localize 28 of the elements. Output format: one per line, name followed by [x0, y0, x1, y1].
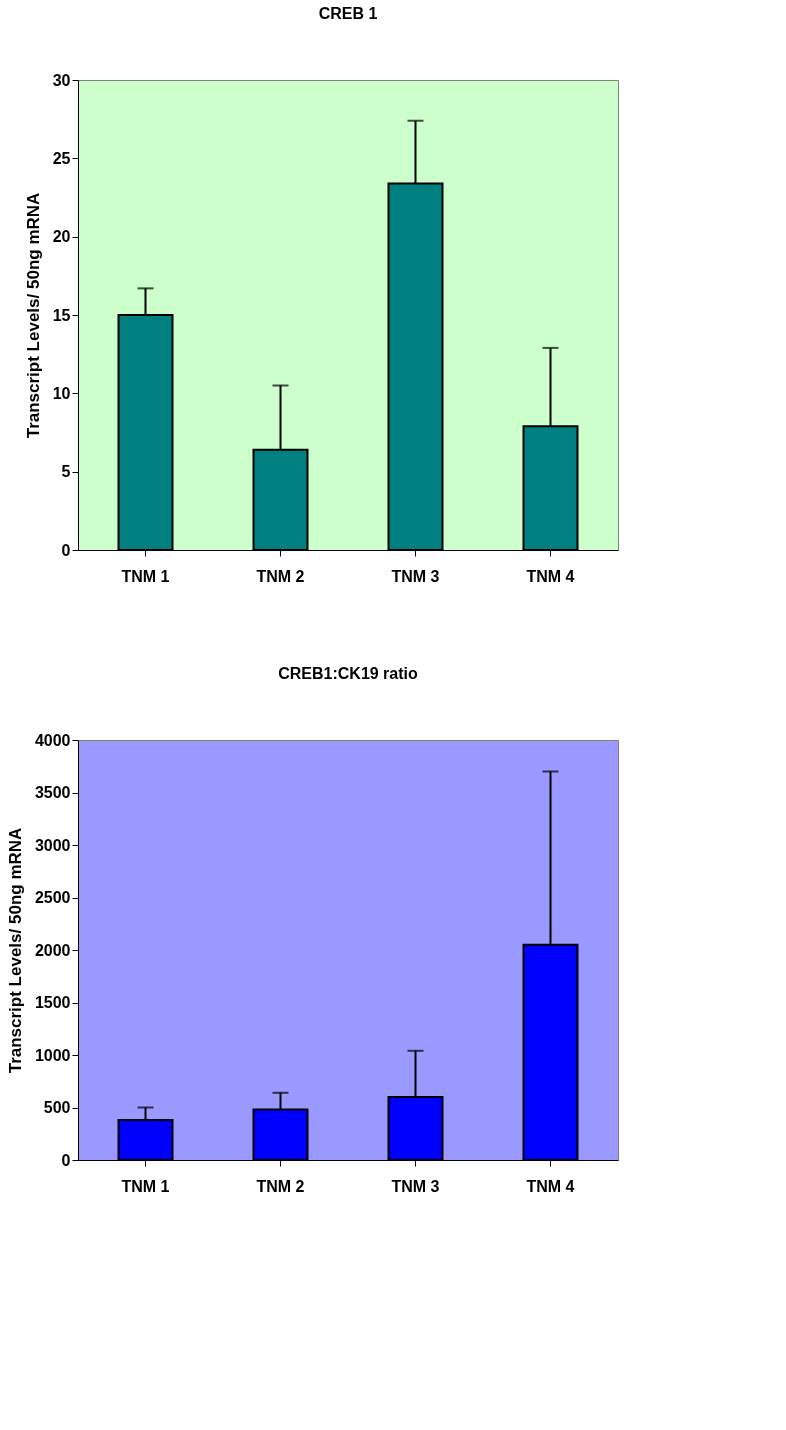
y-axis-title: Transcript Levels/ 50ng mRNA	[23, 192, 43, 439]
x-tick-label: TNM 4	[526, 567, 575, 585]
x-tick-label: TNM 3	[391, 567, 440, 585]
y-tick-label: 10	[52, 384, 71, 402]
y-tick-label: 20	[52, 228, 71, 246]
x-tick-label: TNM 4	[526, 1177, 575, 1195]
y-tick-label: 4000	[34, 731, 71, 749]
x-tick-label: TNM 3	[391, 1177, 440, 1195]
y-tick-label: 2000	[34, 941, 71, 959]
chart-title: CREB1:CK19 ratio	[278, 665, 419, 682]
y-tick-label: 25	[52, 149, 71, 167]
chart-title: CREB 1	[318, 5, 378, 22]
y-tick-label: 1500	[34, 994, 71, 1011]
y-tick-label: 2500	[34, 889, 71, 906]
y-tick-label: 1000	[34, 1046, 71, 1064]
y-tick-label: 3500	[34, 784, 71, 801]
y-tick-label: 5	[61, 463, 71, 481]
x-tick-label: TNM 2	[256, 1177, 305, 1195]
y-tick-label: 0	[61, 541, 71, 559]
y-tick-label: 15	[52, 306, 71, 324]
x-tick-label: TNM 1	[121, 1177, 170, 1195]
x-tick-label: TNM 1	[121, 567, 170, 585]
y-tick-label: 500	[43, 1099, 71, 1116]
y-axis-title: Transcript Levels/ 50ng mRNA	[5, 827, 25, 1074]
x-tick-label: TNM 2	[256, 567, 305, 585]
y-tick-label: 3000	[34, 836, 71, 854]
y-tick-label: 0	[61, 1151, 71, 1169]
y-tick-label: 30	[52, 71, 71, 89]
